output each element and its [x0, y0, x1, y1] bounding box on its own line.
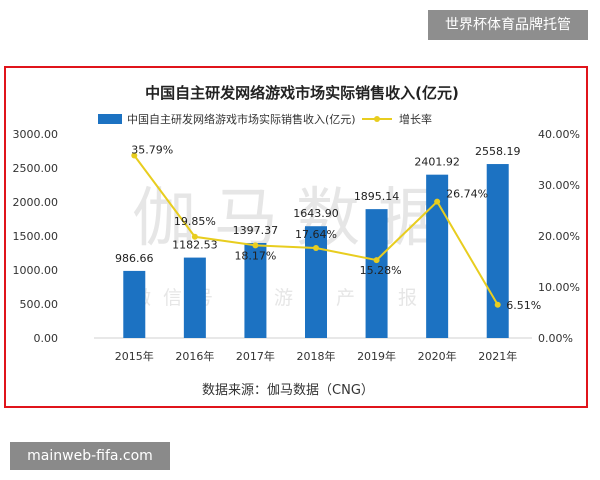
bar-value-label: 2558.19 — [475, 145, 521, 158]
right-tick-label: 10.00% — [538, 281, 580, 294]
chart-svg: 伽马数据 微信号 ：游戏产业报告 中国自主研发网络游戏市场实际销售收入(亿元) … — [13, 84, 580, 398]
bar-series — [123, 164, 509, 338]
bar-value-label: 1182.53 — [172, 239, 218, 252]
growth-rate-points — [131, 152, 501, 308]
growth-rate-label: 26.74% — [446, 188, 488, 201]
left-tick-label: 500.00 — [20, 298, 59, 311]
growth-rate-point — [252, 242, 259, 249]
x-tick-label: 2019年 — [357, 349, 396, 363]
chart-frame: 伽马数据 微信号 ：游戏产业报告 中国自主研发网络游戏市场实际销售收入(亿元) … — [4, 66, 588, 408]
legend: 中国自主研发网络游戏市场实际销售收入(亿元) 增长率 — [98, 112, 432, 126]
bar — [183, 257, 206, 338]
x-tick-label: 2021年 — [478, 349, 517, 363]
left-tick-label: 0.00 — [34, 332, 59, 345]
bar-value-label: 1643.90 — [293, 207, 339, 220]
footer-watermark-badge: mainweb-fifa.com — [10, 442, 170, 470]
bar — [486, 164, 509, 338]
growth-rate-labels: 35.79% 19.85% 18.17% 17.64% 15.28% 26.74% 6.51… — [131, 143, 541, 311]
bar — [365, 209, 388, 338]
bar-value-label: 1895.14 — [354, 190, 400, 203]
x-tick-label: 2016年 — [175, 349, 214, 363]
right-axis: 0.00% 10.00% 20.00% 30.00% 40.00% — [538, 128, 580, 345]
left-tick-label: 3000.00 — [13, 128, 59, 141]
x-tick-label: 2020年 — [418, 349, 457, 363]
bar-value-label: 1397.37 — [233, 224, 279, 237]
growth-rate-label: 19.85% — [174, 215, 216, 228]
chart-source: 数据来源：伽马数据（CNG） — [202, 383, 374, 398]
x-axis: 2015年 2016年 2017年 2018年 2019年 2020年 2021年 — [115, 349, 517, 363]
growth-rate-label: 17.64% — [295, 228, 337, 241]
x-tick-label: 2017年 — [236, 349, 275, 363]
growth-rate-label: 15.28% — [360, 264, 402, 277]
growth-rate-point — [373, 257, 380, 264]
left-tick-label: 1500.00 — [13, 230, 59, 243]
watermark-big-text: 伽马数据 — [132, 182, 460, 256]
bar — [123, 270, 146, 338]
left-axis: 0.00 500.00 1000.00 1500.00 2000.00 2500.00 30… — [13, 128, 59, 345]
left-tick-label: 2000.00 — [13, 196, 59, 209]
growth-rate-label: 35.79% — [131, 143, 173, 156]
top-watermark-badge: 世界杯体育品牌托管 — [428, 10, 588, 40]
growth-rate-point — [494, 301, 501, 308]
growth-rate-point — [434, 198, 441, 205]
bar — [426, 174, 449, 338]
growth-rate-point — [313, 245, 319, 252]
chart-title: 中国自主研发网络游戏市场实际销售收入(亿元) — [145, 84, 459, 102]
bar-value-label: 986.66 — [115, 252, 154, 265]
growth-rate-label: 18.17% — [234, 249, 276, 262]
bar-value-label: 2401.92 — [414, 156, 460, 169]
right-tick-label: 0.00% — [538, 332, 573, 345]
watermark-small-text: 微信号 ：游戏产业报告 — [132, 287, 460, 309]
bar-value-labels: 986.66 1182.53 1397.37 1643.90 1895.14 2401.9… — [115, 145, 520, 265]
growth-rate-label: 6.51% — [506, 299, 541, 312]
x-tick-label: 2018年 — [297, 349, 336, 363]
x-tick-label: 2015年 — [115, 349, 154, 363]
growth-rate-point — [191, 233, 198, 240]
left-tick-label: 2500.00 — [13, 162, 59, 175]
legend-bar-label: 中国自主研发网络游戏市场实际销售收入(亿元) — [127, 112, 356, 126]
bar — [305, 226, 327, 338]
legend-line-label: 增长率 — [399, 112, 432, 126]
bar — [244, 242, 267, 338]
right-tick-label: 20.00% — [538, 230, 580, 243]
left-tick-label: 1000.00 — [13, 264, 59, 277]
right-tick-label: 40.00% — [538, 128, 580, 141]
legend-line-marker — [374, 116, 380, 122]
legend-bar-swatch — [98, 114, 122, 124]
right-tick-label: 30.00% — [538, 179, 580, 192]
growth-rate-point — [131, 152, 138, 159]
